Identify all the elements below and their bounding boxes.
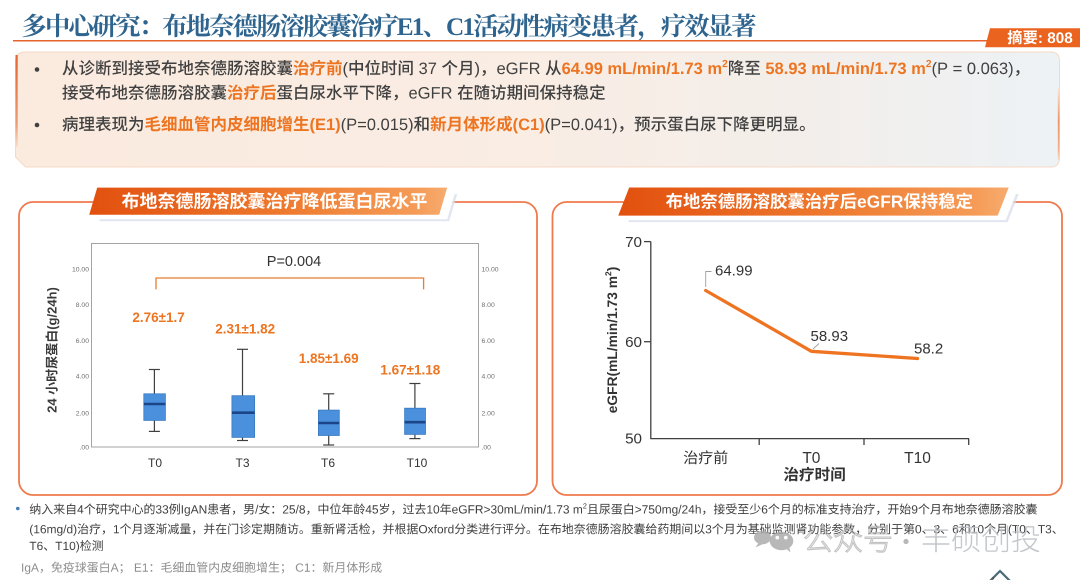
svg-text:T0: T0 [148, 456, 162, 470]
svg-text:P=0.004: P=0.004 [267, 254, 321, 270]
svg-text:6.00: 6.00 [482, 338, 495, 345]
svg-text:T6: T6 [321, 456, 335, 470]
svg-text:1.67±1.18: 1.67±1.18 [380, 363, 440, 378]
svg-text:8.00: 8.00 [482, 302, 495, 309]
svg-text:2.00: 2.00 [76, 411, 89, 418]
svg-text:.00: .00 [482, 445, 492, 452]
svg-text:.00: .00 [80, 445, 90, 452]
svg-text:60: 60 [625, 334, 642, 351]
svg-text:2.00: 2.00 [482, 411, 495, 418]
svg-text:70: 70 [625, 234, 642, 251]
svg-text:4.00: 4.00 [76, 374, 89, 381]
svg-text:58.2: 58.2 [914, 341, 943, 358]
svg-text:50: 50 [625, 431, 642, 448]
svg-text:10.00: 10.00 [482, 266, 499, 273]
svg-text:10.00: 10.00 [72, 266, 89, 273]
svg-text:2.76±1.7: 2.76±1.7 [132, 310, 184, 325]
svg-text:64.99: 64.99 [715, 263, 753, 280]
svg-text:T0: T0 [802, 450, 820, 467]
svg-text:8.00: 8.00 [76, 302, 89, 309]
svg-text:T3: T3 [235, 456, 249, 470]
svg-text:1.85±1.69: 1.85±1.69 [299, 351, 359, 366]
svg-text:4.00: 4.00 [482, 374, 495, 381]
svg-text:58.93: 58.93 [811, 328, 849, 345]
svg-text:2.31±1.82: 2.31±1.82 [215, 322, 275, 337]
svg-text:T10: T10 [904, 450, 931, 467]
svg-text:T10: T10 [407, 456, 428, 470]
svg-text:6.00: 6.00 [76, 338, 89, 345]
